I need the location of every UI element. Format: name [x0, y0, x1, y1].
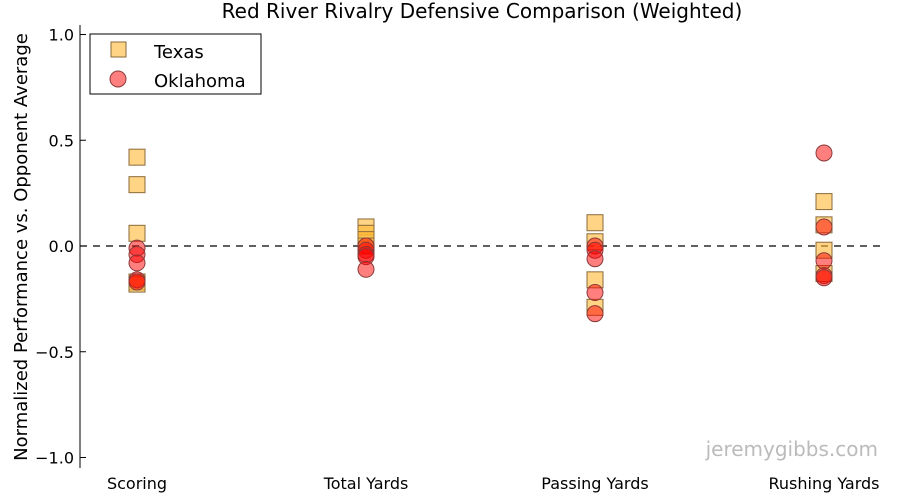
texas-point: [128, 176, 146, 194]
legend-texas-marker: [110, 41, 127, 58]
oklahoma-point: [815, 252, 833, 270]
oklahoma-point: [586, 250, 604, 268]
oklahoma-point: [128, 254, 146, 272]
x-tick-label: Passing Yards: [541, 474, 648, 493]
x-tick-label: Total Yards: [323, 474, 409, 493]
y-axis-label: Normalized Performance vs. Opponent Aver…: [11, 33, 32, 461]
y-tick-label: 0.0: [49, 237, 74, 256]
oklahoma-point: [128, 273, 146, 291]
oklahoma-point: [586, 305, 604, 323]
texas-point: [128, 224, 146, 242]
y-tick-label: −0.5: [35, 343, 74, 362]
legend-oklahoma-label: Oklahoma: [154, 71, 246, 92]
x-tick-label: Rushing Yards: [768, 474, 879, 493]
oklahoma-point: [815, 218, 833, 236]
x-tick-label: Scoring: [107, 474, 167, 493]
texas-point: [815, 193, 833, 211]
chart-title: Red River Rivalry Defensive Comparison (…: [222, 0, 743, 23]
legend-oklahoma-marker: [109, 70, 127, 88]
oklahoma-point: [357, 260, 375, 278]
legend: Texas Oklahoma: [89, 33, 262, 95]
oklahoma-point: [815, 144, 833, 162]
texas-point: [586, 214, 604, 232]
legend-texas-label: Texas: [153, 42, 204, 63]
y-tick-label: 0.5: [49, 131, 74, 150]
texas-point: [128, 148, 146, 166]
oklahoma-point: [586, 284, 604, 302]
y-tick-label: 1.0: [49, 26, 74, 45]
watermark: jeremygibbs.com: [705, 437, 878, 461]
y-tick-label: −1.0: [35, 449, 74, 468]
oklahoma-point: [815, 269, 833, 287]
